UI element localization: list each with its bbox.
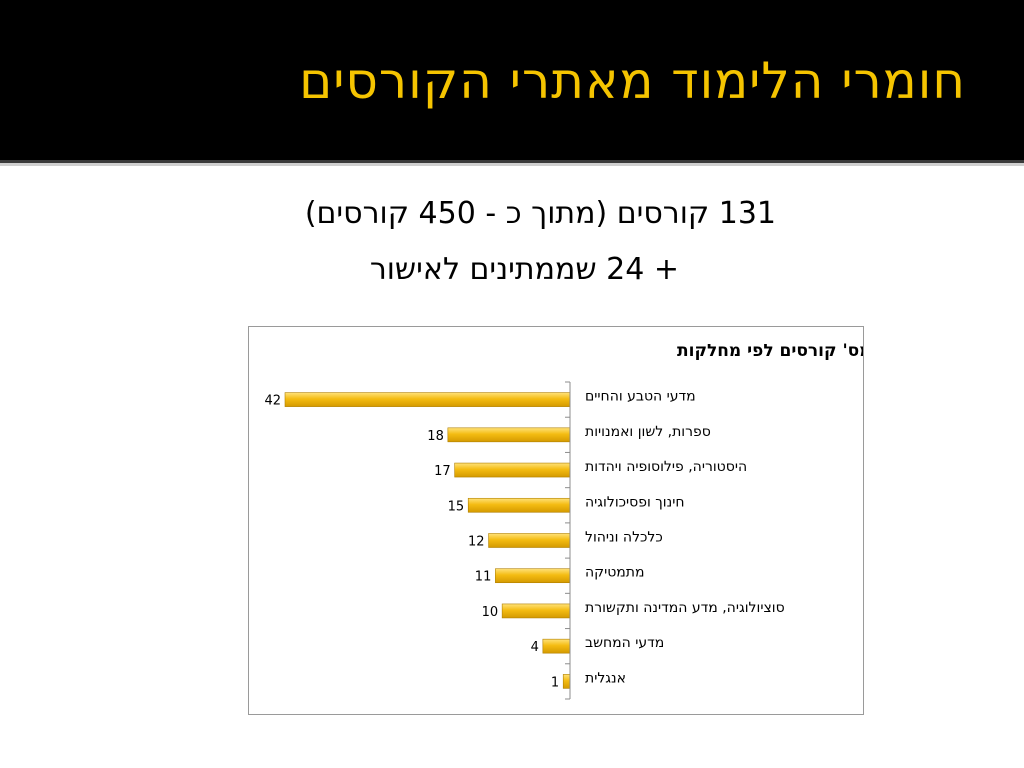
category-label: מדעי המחשב	[585, 635, 664, 651]
ticks-layer	[565, 381, 570, 700]
category-label: כלכלה וניהול	[585, 530, 663, 546]
bar	[467, 497, 571, 513]
value-label: 18	[427, 429, 444, 444]
category-label: היסטוריה, פילוסופיה ויהדות	[585, 459, 747, 475]
title-band: חומרי הלימוד מאתרי הקורסים	[0, 0, 1024, 160]
value-label: 4	[531, 640, 539, 655]
chart-title: מס' קורסים לפי מחלקות	[677, 341, 863, 361]
value-label: 42	[264, 394, 281, 409]
value-label: 12	[468, 535, 485, 550]
bar	[495, 568, 571, 584]
bars-layer	[284, 392, 571, 689]
labels-layer: 42 מדעי הטבע והחיים 18 ספרות, לשון ואמנויות…	[264, 389, 784, 691]
slide-title: חומרי הלימוד מאתרי הקורסים	[299, 52, 966, 110]
bar	[501, 603, 571, 619]
bar	[488, 533, 571, 548]
bar	[454, 462, 571, 478]
category-label: מדעי הטבע והחיים	[585, 389, 696, 405]
chart-svg: מס' קורסים לפי מחלקות 42 מדעי הטבע והחיים…	[264, 341, 863, 700]
bar	[562, 674, 571, 689]
value-label: 15	[448, 499, 465, 514]
category-label: אנגלית	[585, 670, 626, 686]
content-area: 131 קורסים (מתוך כ - 450 קורסים) + 24 שמ…	[0, 166, 1024, 768]
pending-approval-line: + 24 שממתינים לאישור	[369, 252, 679, 287]
category-label: מתמטיקה	[585, 565, 645, 581]
value-label: 17	[434, 464, 451, 479]
course-count-line: 131 קורסים (מתוך כ - 450 קורסים)	[304, 196, 776, 231]
bar	[447, 427, 571, 443]
category-label: ספרות, לשון ואמנויות	[585, 424, 711, 440]
value-label: 11	[475, 570, 492, 585]
category-label: סוציולוגיה, מדע המדינה ותקשורת	[585, 600, 785, 616]
title-divider-dark	[0, 160, 1024, 163]
category-label: חינוך ופסיכולוגיה	[585, 494, 684, 510]
value-label: 1	[551, 675, 559, 690]
title-divider-light	[0, 163, 1024, 166]
value-label: 10	[482, 605, 499, 620]
chart-frame: מס' קורסים לפי מחלקות 42 מדעי הטבע והחיים…	[248, 326, 864, 715]
bar	[542, 638, 571, 654]
bar	[284, 392, 571, 407]
